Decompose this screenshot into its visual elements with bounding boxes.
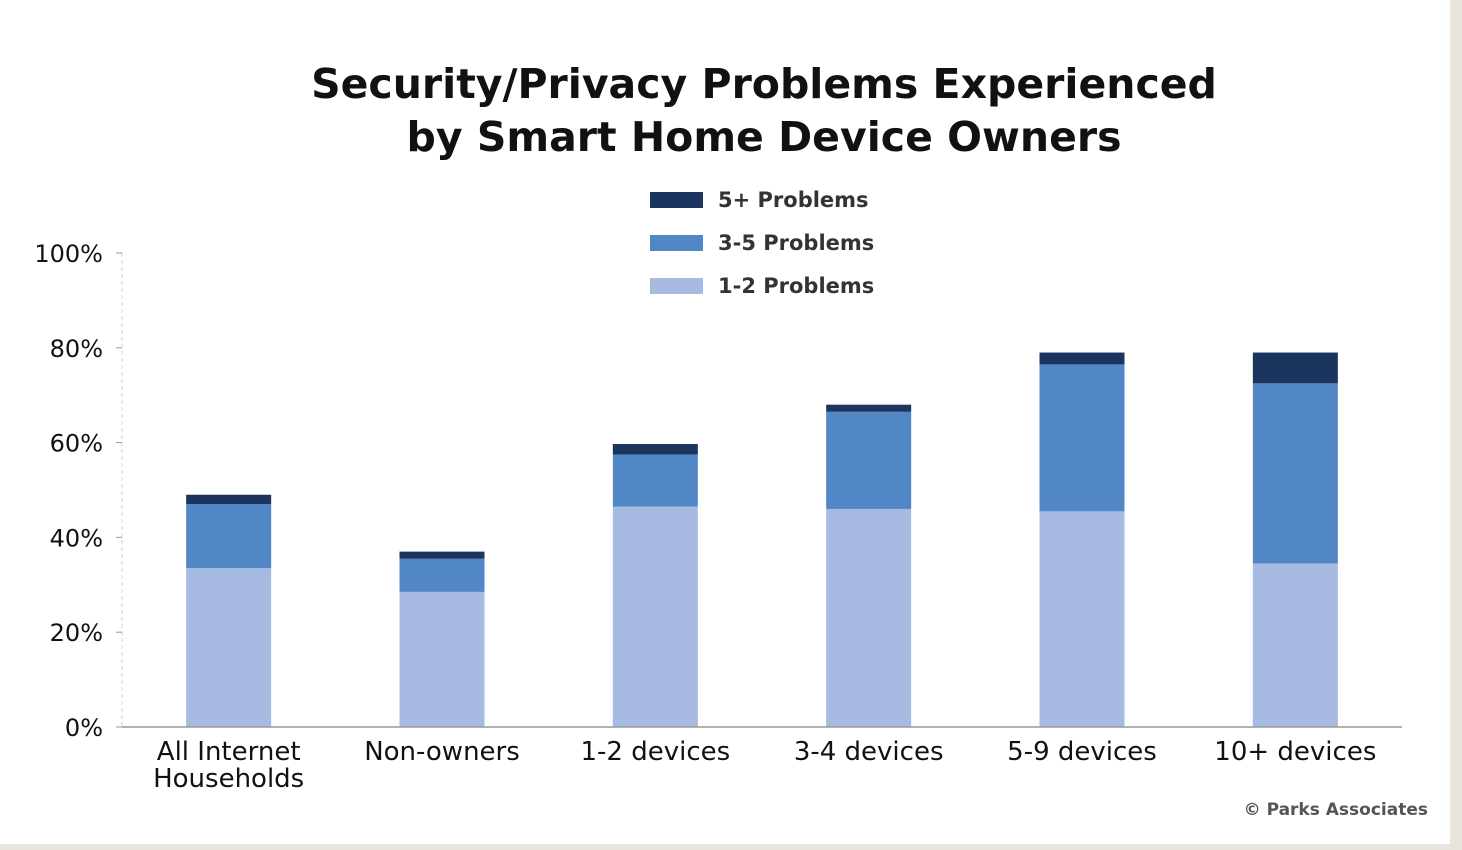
y-tick-label: 20% bbox=[50, 619, 103, 647]
bar-5-plus-problems-10-plus-devices bbox=[1252, 352, 1338, 384]
bar-5-plus-problems-3-4-devices bbox=[826, 404, 912, 412]
x-category-label-line: 5-9 devices bbox=[1007, 737, 1157, 767]
legend-label-5-plus-problems: 5+ Problems bbox=[718, 188, 869, 212]
bar-5-plus-problems-1-2-devices bbox=[612, 444, 698, 455]
bars bbox=[186, 352, 1338, 727]
bar-1-2-problems-5-9-devices bbox=[1039, 511, 1125, 727]
bar-1-2-problems-all-internet-households bbox=[186, 568, 272, 727]
bar-3-5-problems-1-2-devices bbox=[612, 454, 698, 507]
y-tick-label: 60% bbox=[50, 430, 103, 458]
y-axis: 0% 20% 40% 60% 80% 100% bbox=[34, 240, 123, 742]
y-tick-label: 80% bbox=[50, 335, 103, 363]
x-axis: All Internet Households Non-owners 1-2 devi… bbox=[122, 726, 1402, 794]
x-category-label-line: 3-4 devices bbox=[794, 737, 944, 767]
chart-title-line-2: by Smart Home Device Owners bbox=[407, 113, 1122, 161]
bar-1-2-problems-1-2-devices bbox=[612, 506, 698, 727]
x-category-label-line: Non-owners bbox=[364, 737, 520, 767]
y-tick-label: 100% bbox=[34, 240, 103, 268]
legend-swatch-3-5-problems bbox=[650, 235, 703, 251]
bar-5-plus-problems-all-internet-households bbox=[186, 494, 272, 505]
bar-3-5-problems-non-owners bbox=[399, 558, 485, 592]
bar-5-plus-problems-5-9-devices bbox=[1039, 352, 1125, 365]
x-category-label: 1-2 devices bbox=[580, 737, 730, 767]
x-category-label: 10+ devices bbox=[1214, 737, 1376, 767]
page-edge-right bbox=[1450, 0, 1462, 850]
legend-swatch-5-plus-problems bbox=[650, 192, 703, 208]
x-category-label: All Internet Households bbox=[153, 737, 304, 794]
page-edge-bottom bbox=[0, 844, 1462, 850]
bar-3-5-problems-all-internet-households bbox=[186, 504, 272, 569]
x-category-label-line: Households bbox=[153, 764, 304, 794]
legend-label-3-5-problems: 3-5 Problems bbox=[718, 231, 874, 255]
y-tick-label: 0% bbox=[65, 714, 103, 742]
x-category-label-line: All Internet bbox=[157, 737, 301, 767]
x-category-label: Non-owners bbox=[364, 737, 520, 767]
bar-3-5-problems-3-4-devices bbox=[826, 411, 912, 509]
legend-swatch-1-2-problems bbox=[650, 278, 703, 294]
bar-3-5-problems-10-plus-devices bbox=[1252, 383, 1338, 564]
x-category-label-line: 1-2 devices bbox=[580, 737, 730, 767]
bar-1-2-problems-10-plus-devices bbox=[1252, 563, 1338, 727]
bar-1-2-problems-3-4-devices bbox=[826, 508, 912, 727]
legend-label-1-2-problems: 1-2 Problems bbox=[718, 274, 874, 298]
x-category-label-line: 10+ devices bbox=[1214, 737, 1376, 767]
chart-title-line-1: Security/Privacy Problems Experienced bbox=[311, 60, 1217, 108]
y-tick-label: 40% bbox=[50, 524, 103, 552]
x-category-label: 3-4 devices bbox=[794, 737, 944, 767]
x-category-label: 5-9 devices bbox=[1007, 737, 1157, 767]
credit-text: © Parks Associates bbox=[1244, 800, 1428, 820]
bar-1-2-problems-non-owners bbox=[399, 591, 485, 727]
bar-3-5-problems-5-9-devices bbox=[1039, 364, 1125, 512]
bar-5-plus-problems-non-owners bbox=[399, 551, 485, 559]
legend: 5+ Problems 3-5 Problems 1-2 Problems bbox=[650, 188, 874, 298]
